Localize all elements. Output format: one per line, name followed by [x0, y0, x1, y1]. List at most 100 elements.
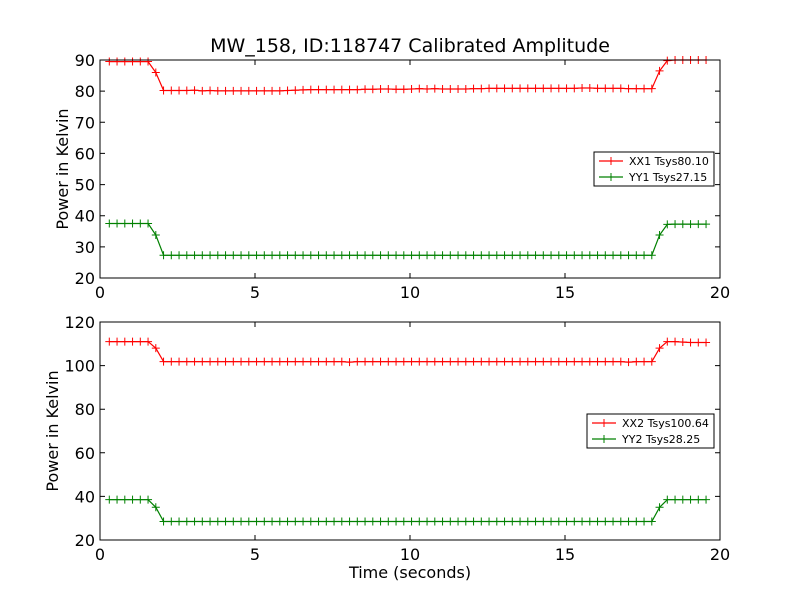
data-point [438, 517, 447, 526]
data-point [609, 84, 618, 93]
data-point [415, 84, 424, 93]
top-panel: 0 5 10 15 20 20 30 40 50 60 70 80 90 Power in Kelvin X… [53, 51, 730, 302]
data-point [469, 84, 478, 93]
data-point [593, 357, 602, 366]
data-point [647, 517, 656, 526]
data-point [361, 251, 370, 260]
data-point [585, 251, 594, 260]
data-point [159, 251, 168, 260]
data-point [492, 357, 501, 366]
series-line [109, 59, 707, 92]
data-point [299, 517, 308, 526]
data-point [469, 517, 478, 526]
data-point [477, 251, 486, 260]
data-point [508, 357, 517, 366]
data-point [415, 357, 424, 366]
data-point [477, 84, 486, 93]
data-point [593, 517, 602, 526]
data-point [539, 84, 548, 93]
data-point [120, 495, 129, 504]
data-point [547, 517, 556, 526]
data-point [105, 495, 114, 504]
data-point [291, 86, 300, 95]
data-point [678, 338, 687, 347]
data-point [601, 84, 610, 93]
data-point [291, 517, 300, 526]
data-point [562, 357, 571, 366]
data-point [353, 517, 362, 526]
data-point [663, 495, 672, 504]
data-point [624, 517, 633, 526]
data-point [167, 251, 176, 260]
data-point [206, 357, 215, 366]
data-point [368, 517, 377, 526]
legend-label: XX2 Tsys100.64 [622, 417, 709, 430]
data-point [609, 517, 618, 526]
data-point [492, 517, 501, 526]
data-point [213, 86, 222, 95]
data-point [190, 517, 199, 526]
data-point [392, 251, 401, 260]
data-point [120, 337, 129, 346]
data-point [314, 85, 323, 94]
data-point [229, 251, 238, 260]
data-point [647, 251, 656, 260]
data-point [252, 357, 261, 366]
data-point [182, 517, 191, 526]
data-point [198, 357, 207, 366]
data-point [500, 517, 509, 526]
data-point [136, 219, 145, 228]
legend-label: YY2 Tsys28.25 [621, 433, 700, 446]
data-point [562, 84, 571, 93]
data-point [399, 357, 408, 366]
data-point [368, 85, 377, 94]
data-point [384, 357, 393, 366]
data-point [353, 357, 362, 366]
data-point [655, 503, 664, 512]
data-point [632, 251, 641, 260]
data-point [213, 517, 222, 526]
x-tick-label: 10 [400, 545, 420, 564]
data-point [314, 251, 323, 260]
data-point [322, 251, 331, 260]
data-point [516, 517, 525, 526]
y-tick-label: 20 [75, 269, 95, 288]
data-point [345, 251, 354, 260]
data-point [190, 357, 199, 366]
data-point [399, 251, 408, 260]
data-point [554, 84, 563, 93]
data-point [337, 517, 346, 526]
bottom-panel: 0 5 10 15 20 20 40 60 80 100 120 Power in Kelvin XX2… [43, 313, 730, 564]
data-point [694, 338, 703, 347]
y-tick-label: 80 [75, 82, 95, 101]
data-point [144, 337, 153, 346]
data-point [128, 219, 137, 228]
data-point [415, 517, 424, 526]
y-tick-label: 30 [75, 238, 95, 257]
data-point [516, 357, 525, 366]
data-point [585, 357, 594, 366]
data-point [485, 357, 494, 366]
data-point [500, 251, 509, 260]
data-point [531, 357, 540, 366]
data-point [384, 517, 393, 526]
data-point [361, 85, 370, 94]
legend-marker [607, 157, 615, 165]
data-point [384, 251, 393, 260]
data-point [252, 86, 261, 95]
legend-marker [607, 173, 615, 181]
data-point [361, 517, 370, 526]
data-point [562, 251, 571, 260]
data-point [283, 517, 292, 526]
data-point [260, 517, 269, 526]
data-point [531, 84, 540, 93]
data-point [686, 495, 695, 504]
data-point [136, 495, 145, 504]
data-point [601, 517, 610, 526]
data-point [306, 517, 315, 526]
data-point [516, 84, 525, 93]
data-point [702, 220, 711, 229]
data-point [570, 251, 579, 260]
y-tick-label: 40 [75, 487, 95, 506]
